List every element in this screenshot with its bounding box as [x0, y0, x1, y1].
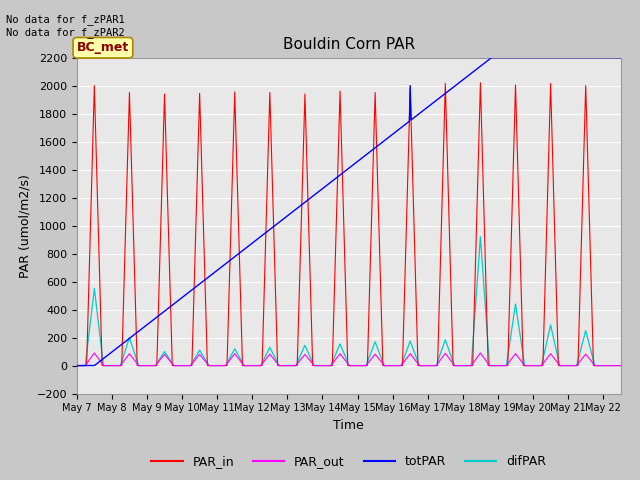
Title: Bouldin Corn PAR: Bouldin Corn PAR — [283, 37, 415, 52]
X-axis label: Time: Time — [333, 419, 364, 432]
Text: No data for f_zPAR1
No data for f_zPAR2: No data for f_zPAR1 No data for f_zPAR2 — [6, 14, 125, 38]
Legend: PAR_in, PAR_out, totPAR, difPAR: PAR_in, PAR_out, totPAR, difPAR — [147, 450, 551, 473]
Text: BC_met: BC_met — [77, 41, 129, 54]
Y-axis label: PAR (umol/m2/s): PAR (umol/m2/s) — [18, 174, 31, 277]
